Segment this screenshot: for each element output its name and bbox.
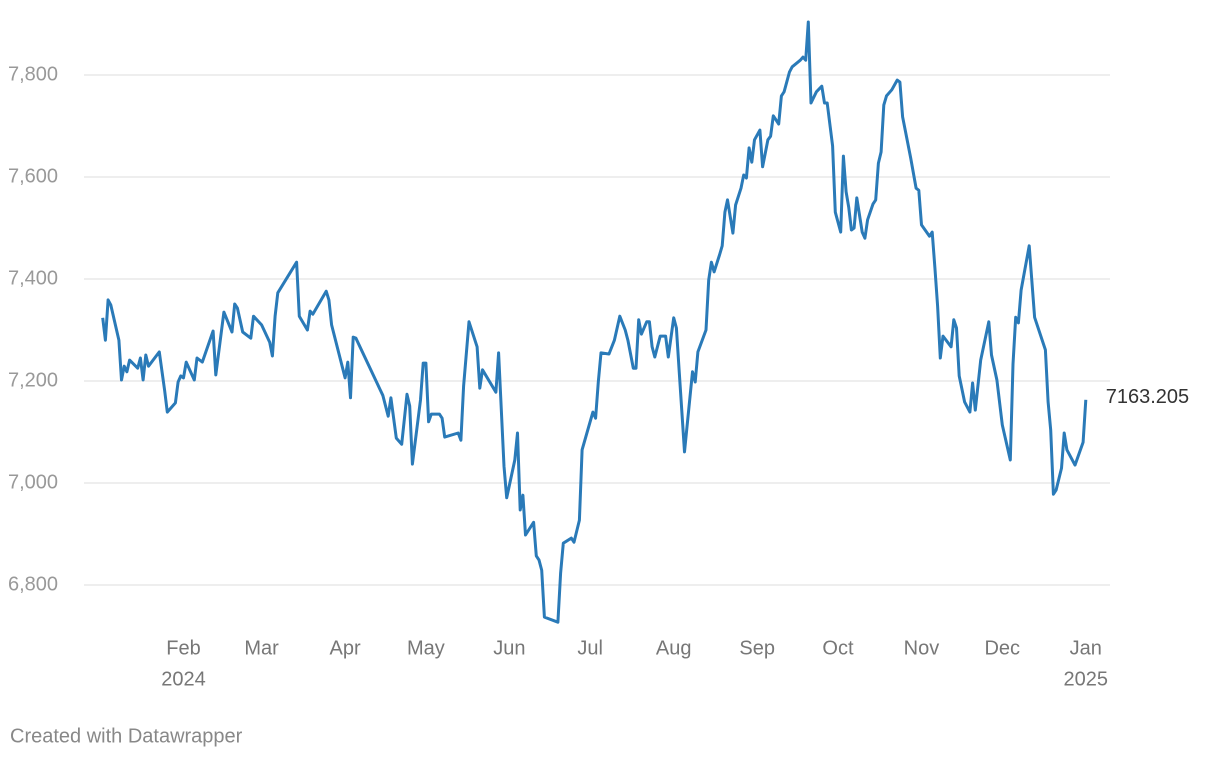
x-tick-label: Jun: [493, 637, 525, 659]
x-year-label: 2024: [161, 668, 206, 690]
end-value-label: 7163.205: [1106, 386, 1189, 408]
y-tick-label: 7,600: [8, 165, 58, 187]
x-tick-label: Oct: [822, 637, 854, 659]
y-tick-label: 7,000: [8, 471, 58, 493]
x-tick-label: Aug: [656, 637, 692, 659]
y-tick-label: 6,800: [8, 573, 58, 595]
y-tick-label: 7,200: [8, 369, 58, 391]
x-tick-label: Jul: [577, 637, 603, 659]
x-tick-label: Dec: [984, 637, 1020, 659]
x-tick-label: May: [407, 637, 445, 659]
y-tick-label: 7,800: [8, 63, 58, 85]
x-tick-label: Feb: [166, 637, 200, 659]
x-tick-label: Sep: [739, 637, 775, 659]
series-line: [101, 20, 1088, 624]
x-tick-label: Nov: [904, 637, 940, 659]
y-tick-label: 7,400: [8, 267, 58, 289]
footer: Created with Datawrapper: [10, 725, 243, 747]
x-tick-label: Mar: [244, 637, 279, 659]
x-tick-label: Apr: [330, 637, 361, 659]
x-year-label: 2025: [1064, 668, 1109, 690]
x-tick-label: Jan: [1070, 637, 1102, 659]
